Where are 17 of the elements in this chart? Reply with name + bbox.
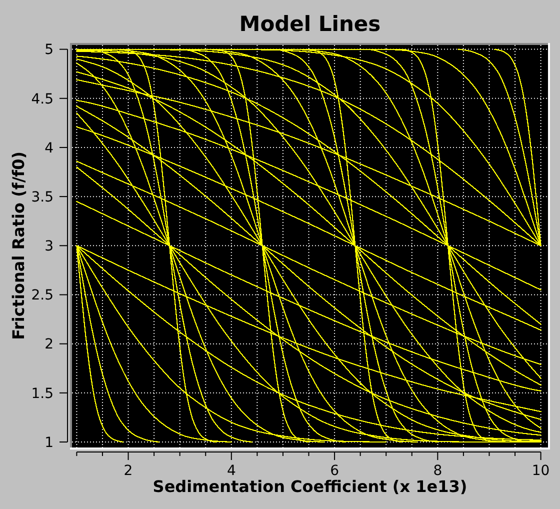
y-tick-label: 4.5 xyxy=(31,91,54,108)
y-tick-label: 2 xyxy=(44,336,54,353)
chart-title: Model Lines xyxy=(239,12,381,36)
x-tick-label: 6 xyxy=(330,463,340,479)
y-axis-title: Frictional Ratio (f/f0) xyxy=(9,151,28,340)
y-tick-label: 5 xyxy=(44,42,54,58)
y-tick-label: 1 xyxy=(44,434,54,451)
y-tick-label: 2.5 xyxy=(31,288,54,304)
x-tick-label: 10 xyxy=(532,463,550,479)
x-axis-title: Sedimentation Coefficient (x 1e13) xyxy=(152,477,468,496)
y-tick-label: 4 xyxy=(44,140,54,156)
x-tick-label: 4 xyxy=(226,463,236,479)
y-tick-label: 1.5 xyxy=(31,386,54,402)
x-tick-label: 2 xyxy=(124,463,133,479)
y-tick-label: 3.5 xyxy=(31,189,54,206)
y-tick-label: 3 xyxy=(44,238,54,255)
x-tick-label: 8 xyxy=(433,463,442,479)
